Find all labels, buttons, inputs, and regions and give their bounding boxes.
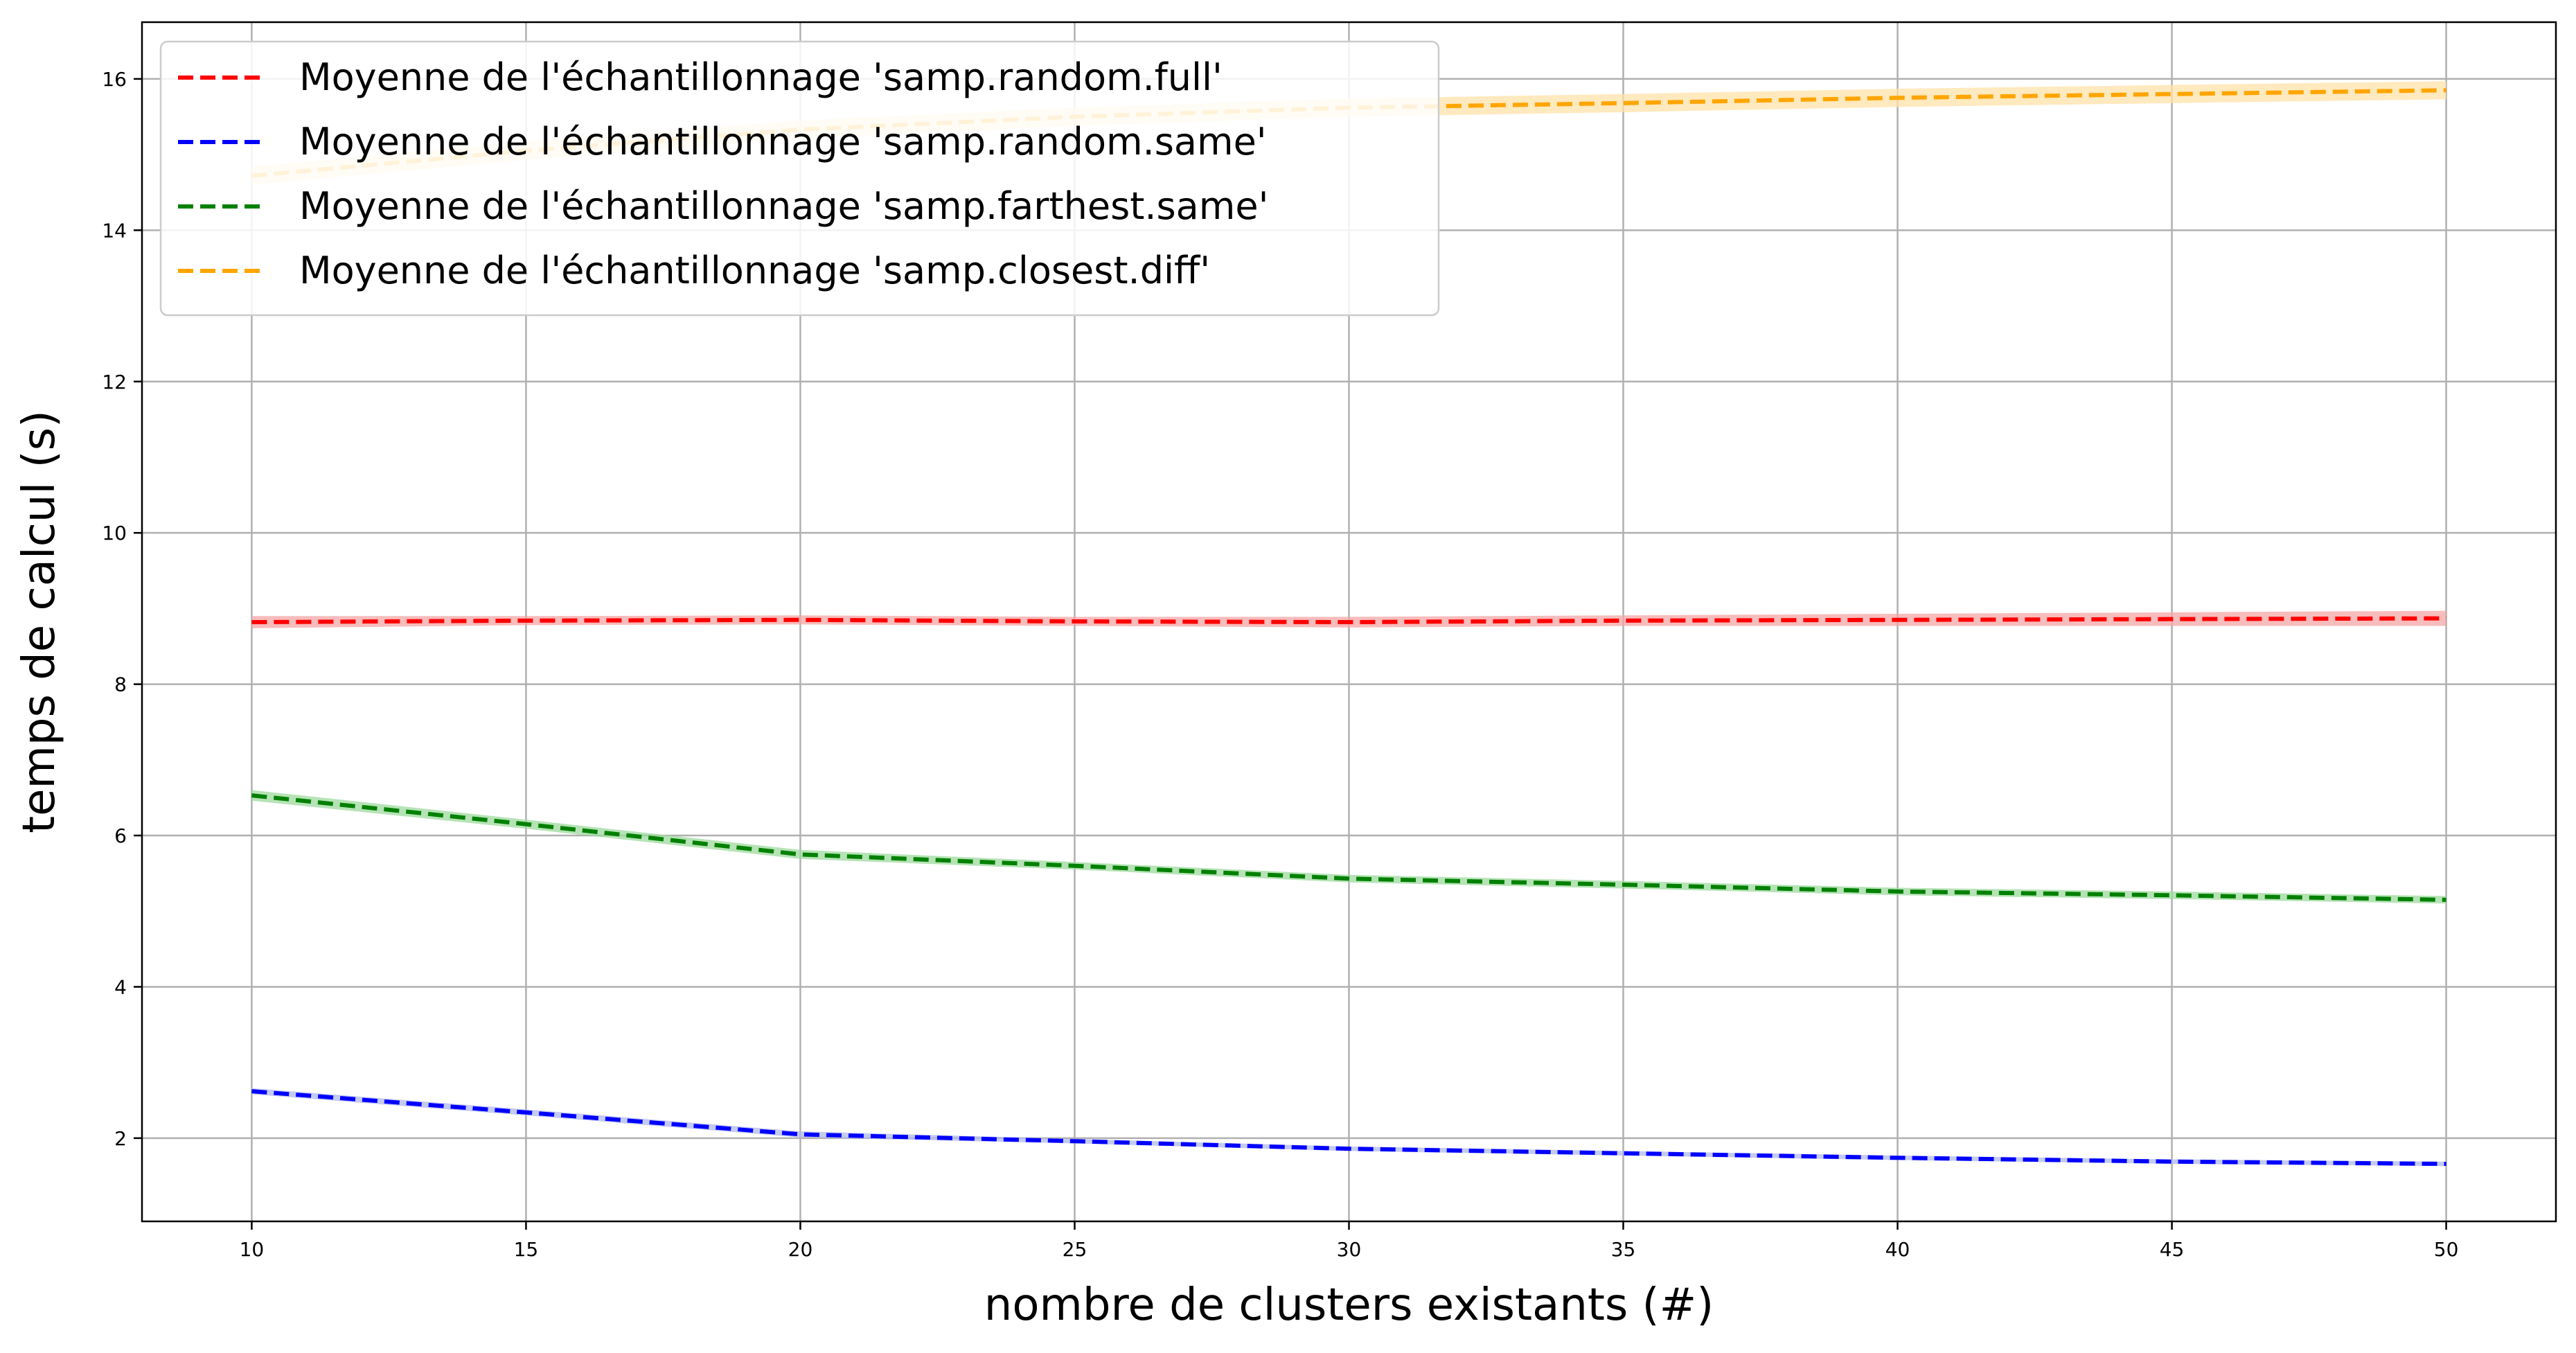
legend-label-2: Moyenne de l'échantillonnage 'samp.rando… (299, 120, 1267, 163)
series-line-1 (251, 616, 2446, 625)
legend: Moyenne de l'échantillonnage 'samp.rando… (159, 40, 1440, 317)
legend-label-4: Moyenne de l'échantillonnage 'samp.close… (299, 249, 1210, 292)
x-tick-label: 25 (1063, 1238, 1087, 1261)
x-tick-label: 20 (788, 1238, 813, 1261)
y-tick-label: 12 (102, 371, 127, 393)
series-line-3 (251, 793, 2446, 902)
y-tick-label: 6 (114, 824, 127, 847)
series-line-2 (251, 1089, 2446, 1166)
y-tick-label: 8 (114, 673, 127, 696)
x-tick-label: 10 (240, 1238, 265, 1261)
y-axis-label: temps de calcul (s) (14, 410, 65, 833)
y-tick-label: 10 (102, 522, 127, 545)
x-tick-label: 15 (514, 1238, 539, 1261)
legend-label-1: Moyenne de l'échantillonnage 'samp.rando… (299, 55, 1223, 99)
x-tick-label: 45 (2160, 1238, 2185, 1261)
x-axis-ticks: 10 15 20 25 30 35 40 45 50 (240, 1221, 2459, 1261)
x-tick-label: 30 (1337, 1238, 1362, 1261)
x-tick-label: 40 (1885, 1238, 1910, 1261)
confidence-band-3 (251, 790, 2446, 904)
y-tick-label: 4 (114, 975, 127, 998)
y-tick-label: 16 (102, 68, 127, 91)
legend-box (159, 40, 1440, 317)
x-axis-label: nombre de clusters existants (#) (984, 1280, 1714, 1331)
legend-label-3: Moyenne de l'échantillonnage 'samp.farth… (299, 184, 1268, 228)
confidence-band-1 (251, 610, 2446, 628)
y-tick-label: 2 (114, 1127, 127, 1150)
x-tick-label: 35 (1611, 1238, 1636, 1261)
y-tick-label: 14 (102, 219, 127, 242)
x-tick-label: 50 (2434, 1238, 2459, 1261)
y-axis-ticks: 2 4 6 8 10 12 14 16 (102, 68, 142, 1150)
